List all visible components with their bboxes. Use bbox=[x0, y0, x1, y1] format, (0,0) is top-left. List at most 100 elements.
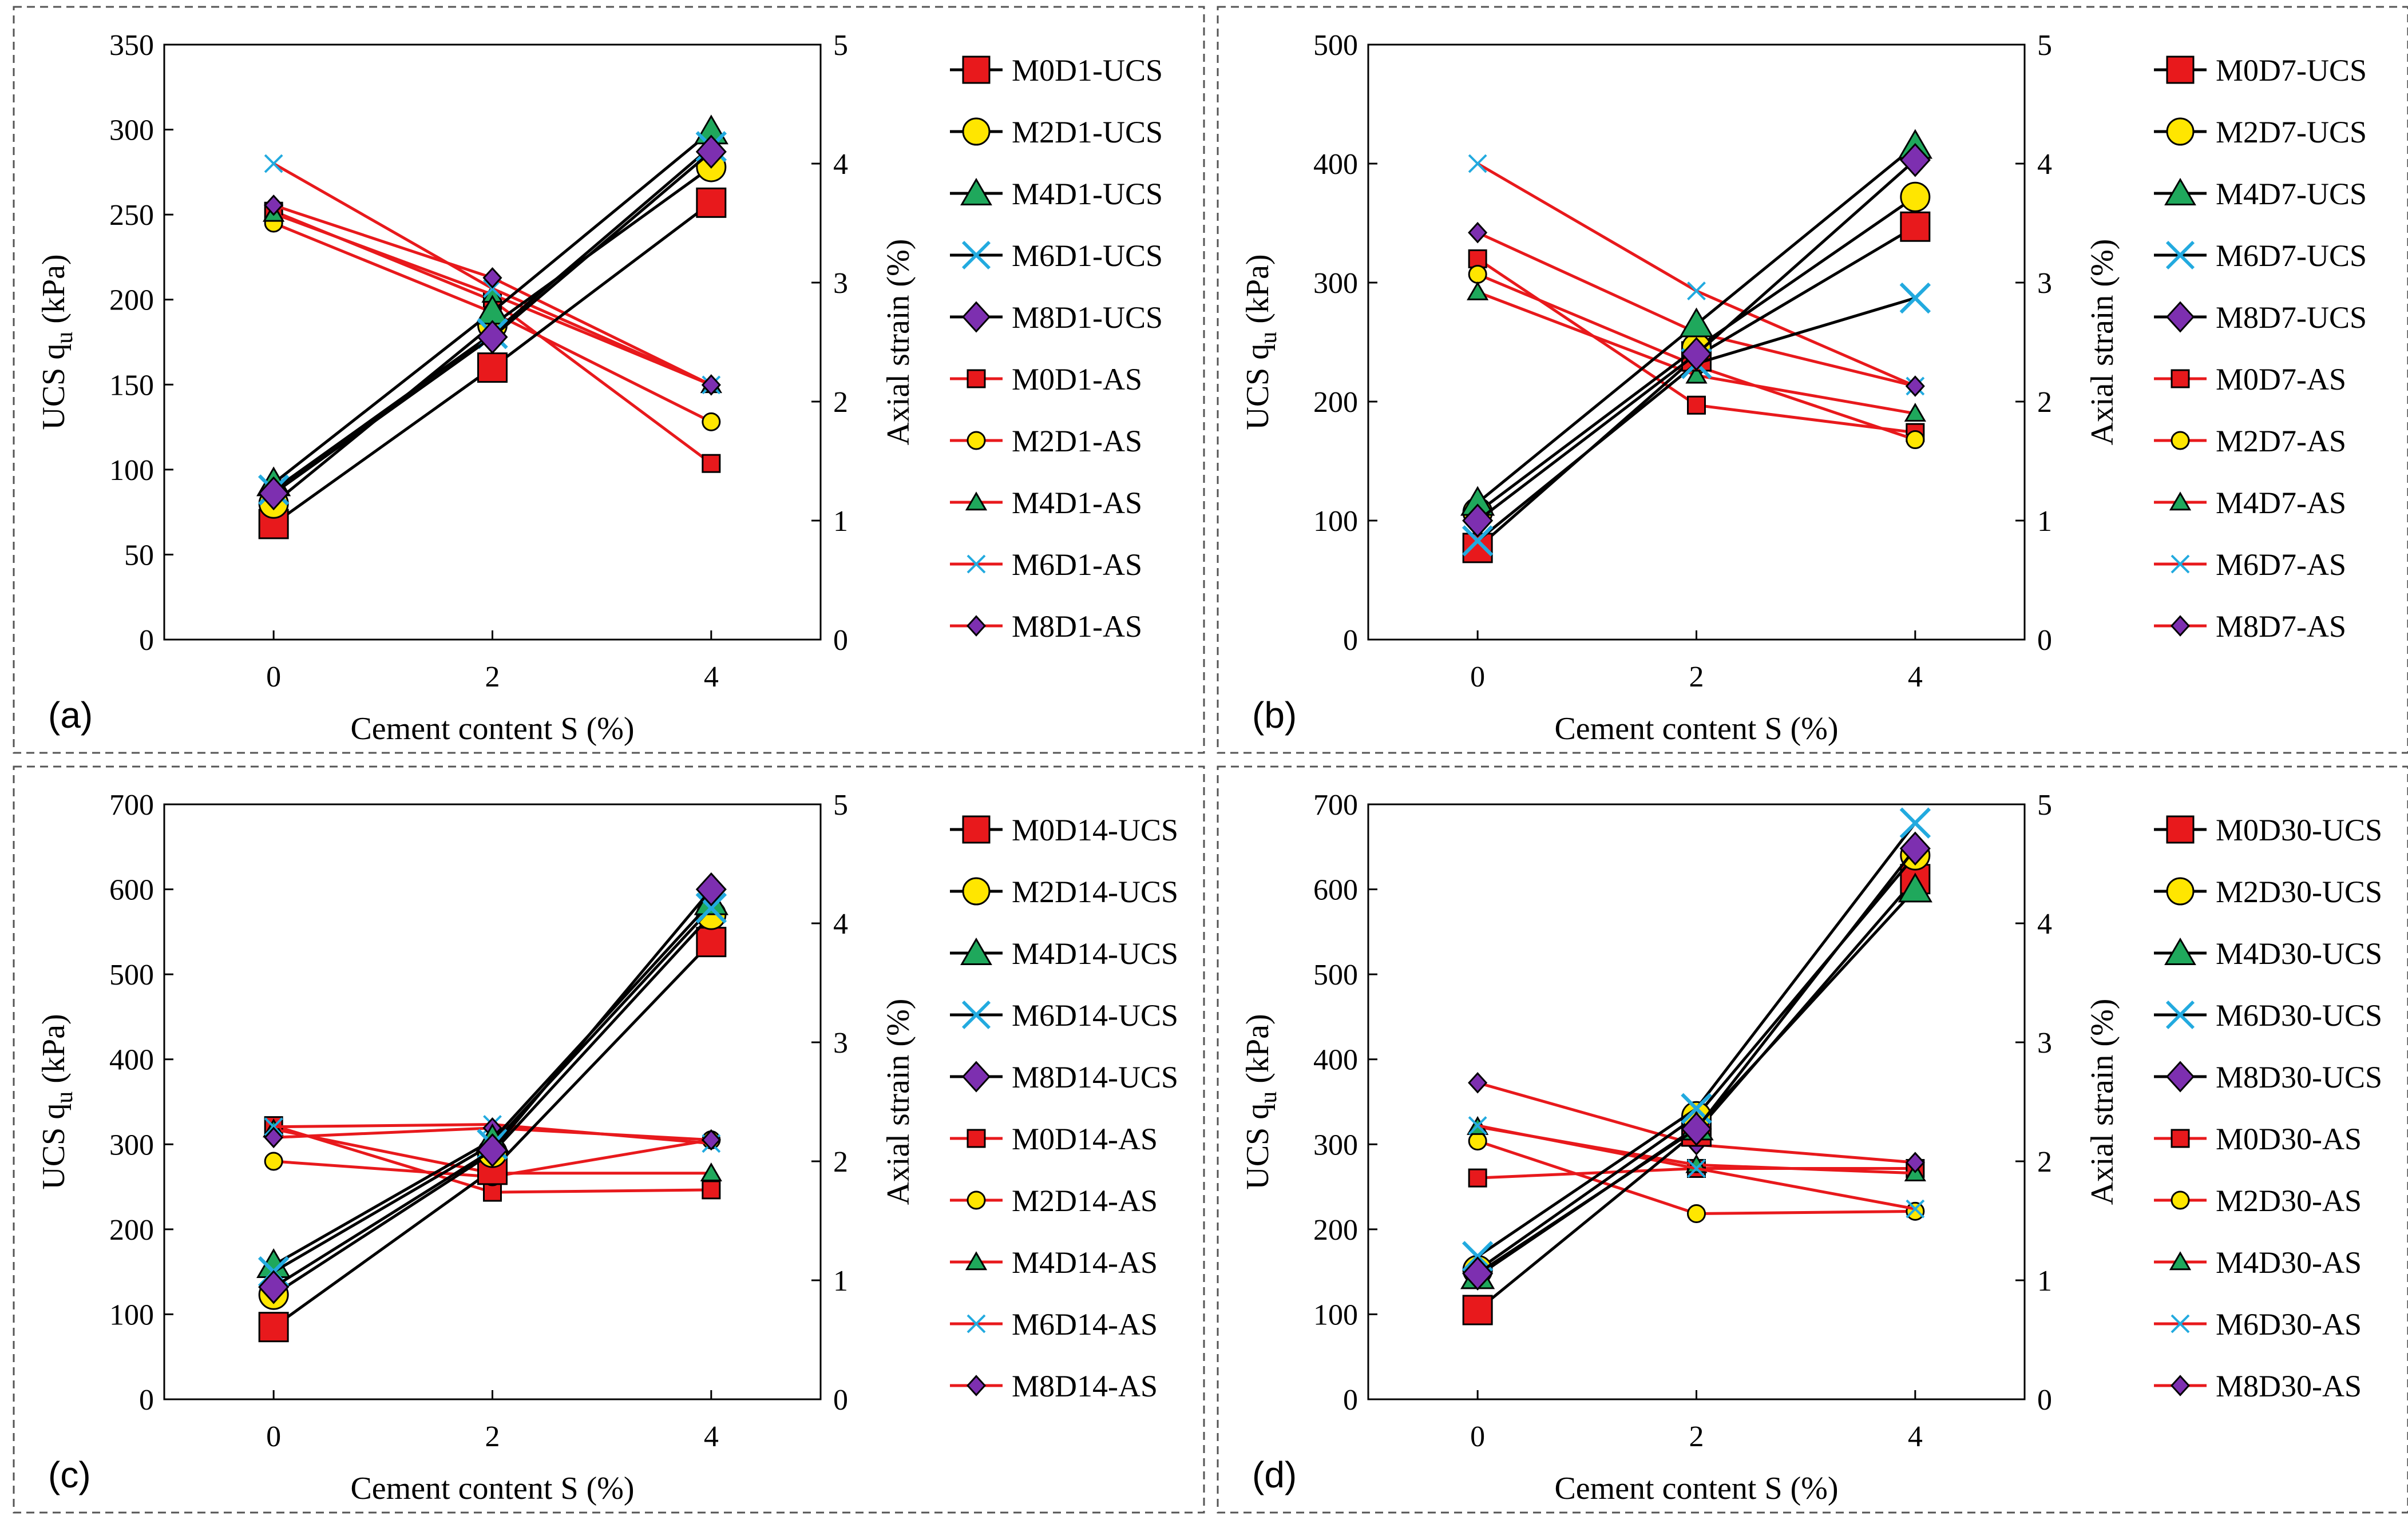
right-y-axis-title: Axial strain (%) bbox=[881, 239, 916, 446]
x-tick-label: 2 bbox=[485, 1420, 500, 1453]
panel-border bbox=[13, 765, 1205, 1514]
data-point-m0d1-as-4 bbox=[702, 454, 721, 473]
left-y-tick-label: 200 bbox=[1313, 386, 1358, 419]
legend-marker-m4d1-ucs bbox=[960, 177, 992, 206]
data-point-m8d14-ucs-2 bbox=[477, 1133, 508, 1168]
legend-label: M0D14-AS bbox=[1012, 1122, 1158, 1156]
legend-item-m2d1-as: M2D1-AS bbox=[950, 424, 1142, 458]
series-m6d7-as bbox=[1468, 154, 1925, 396]
legend-item-m6d7-ucs: M6D7-UCS bbox=[2154, 239, 2367, 273]
right-y-tick-label: 0 bbox=[833, 624, 848, 657]
legend-marker-m8d30-ucs bbox=[2165, 1061, 2195, 1093]
left-y-tick-label: 0 bbox=[1343, 624, 1358, 657]
data-point-m6d30-as-4 bbox=[1906, 1199, 1925, 1219]
data-point-m2d7-as-4 bbox=[1906, 430, 1925, 450]
legend-item-m4d7-ucs: M4D7-UCS bbox=[2154, 177, 2367, 211]
left-y-tick-label: 200 bbox=[109, 1214, 154, 1247]
legend-marker-m2d7-as bbox=[2171, 431, 2190, 450]
panel-label: (b) bbox=[1252, 694, 1297, 736]
legend-marker-m0d1-ucs bbox=[962, 55, 991, 84]
legend-marker-m2d1-ucs bbox=[962, 117, 991, 146]
series-m0d14-ucs bbox=[258, 927, 727, 1343]
x-tick-label: 0 bbox=[1470, 661, 1485, 693]
right-y-axis-title: Axial strain (%) bbox=[2085, 999, 2120, 1205]
legend-label: M8D30-UCS bbox=[2216, 1060, 2382, 1094]
left-y-tick-label: 350 bbox=[109, 29, 154, 62]
left-y-tick-label: 100 bbox=[109, 454, 154, 487]
legend-label: M2D7-AS bbox=[2216, 424, 2346, 458]
legend-label: M4D1-UCS bbox=[1012, 177, 1163, 211]
legend-label: M6D1-UCS bbox=[1012, 239, 1163, 273]
data-point-m0d30-ucs-0 bbox=[1462, 1295, 1493, 1325]
data-point-m2d7-ucs-4 bbox=[1900, 181, 1931, 212]
left-y-tick-label: 400 bbox=[1313, 148, 1358, 181]
legend-label: M0D30-UCS bbox=[2216, 813, 2382, 847]
legend: M0D1-UCS M2D1-UCS M4D1-UCS M6D1-UCS M8D1-UCS… bbox=[950, 53, 1163, 644]
data-point-m8d7-as-4 bbox=[1905, 375, 1925, 397]
legend-item-m4d14-ucs: M4D14-UCS bbox=[950, 936, 1178, 971]
legend-label: M0D7-UCS bbox=[2216, 53, 2367, 88]
legend-label: M2D7-UCS bbox=[2216, 115, 2367, 149]
legend-item-m0d14-as: M0D14-AS bbox=[950, 1122, 1158, 1156]
left-y-tick-label: 0 bbox=[139, 1384, 154, 1416]
legend-item-m0d30-ucs: M0D30-UCS bbox=[2154, 813, 2382, 847]
legend-item-m8d7-ucs: M8D7-UCS bbox=[2154, 300, 2367, 335]
series-m8d14-ucs bbox=[258, 872, 727, 1304]
right-y-tick-label: 3 bbox=[2037, 267, 2052, 300]
data-point-m4d7-as-2 bbox=[1685, 364, 1708, 384]
data-point-m8d7-ucs-4 bbox=[1899, 143, 1931, 177]
legend-label: M6D7-UCS bbox=[2216, 239, 2367, 273]
legend-label: M4D30-AS bbox=[2216, 1245, 2362, 1280]
legend-label: M2D14-UCS bbox=[1012, 875, 1178, 909]
data-point-m0d14-as-4 bbox=[702, 1180, 721, 1200]
panel-border bbox=[1217, 6, 2408, 754]
legend-item-m8d7-as: M8D7-AS bbox=[2154, 609, 2346, 644]
data-point-m8d30-ucs-2 bbox=[1681, 1112, 1712, 1146]
data-point-m2d14-as-0 bbox=[264, 1152, 283, 1171]
data-point-m6d30-as-0 bbox=[1468, 1116, 1487, 1136]
right-y-tick-label: 1 bbox=[2037, 505, 2052, 538]
legend-marker-m8d7-as bbox=[2170, 615, 2191, 637]
legend-marker-m4d14-ucs bbox=[960, 937, 992, 966]
data-point-m8d7-as-0 bbox=[1468, 221, 1488, 244]
x-axis-title: Cement content S (%) bbox=[350, 1471, 634, 1506]
left-y-tick-label: 100 bbox=[109, 1299, 154, 1331]
data-point-m4d7-ucs-2 bbox=[1679, 307, 1714, 338]
x-axis-title: Cement content S (%) bbox=[1554, 1471, 1838, 1506]
left-y-tick-label: 0 bbox=[1343, 1384, 1358, 1416]
data-point-m8d1-as-2 bbox=[482, 267, 502, 289]
legend: M0D7-UCS M2D7-UCS M4D7-UCS M6D7-UCS M8D7-UCS… bbox=[2154, 53, 2367, 644]
legend-item-m0d7-ucs: M0D7-UCS bbox=[2154, 53, 2367, 88]
right-y-tick-label: 3 bbox=[2037, 1027, 2052, 1059]
left-y-tick-label: 300 bbox=[1313, 267, 1358, 300]
legend-item-m6d1-as: M6D1-AS bbox=[950, 547, 1142, 582]
legend-marker-m0d30-as bbox=[2171, 1129, 2190, 1148]
x-tick-label: 4 bbox=[1908, 1420, 1923, 1453]
legend-label: M8D1-AS bbox=[1012, 609, 1142, 644]
legend-item-m0d14-ucs: M0D14-UCS bbox=[950, 813, 1178, 847]
right-y-tick-label: 5 bbox=[833, 789, 848, 821]
right-y-tick-label: 3 bbox=[833, 267, 848, 300]
data-point-m8d14-ucs-4 bbox=[695, 872, 727, 907]
legend-label: M6D14-UCS bbox=[1012, 998, 1178, 1033]
legend-marker-m4d30-as bbox=[2169, 1251, 2192, 1271]
data-point-m0d1-ucs-4 bbox=[696, 187, 727, 218]
legend: M0D30-UCS M2D30-UCS M4D30-UCS M6D30-UCS M8D3… bbox=[2154, 813, 2382, 1403]
data-point-m0d1-ucs-2 bbox=[477, 352, 508, 383]
legend-label: M6D30-UCS bbox=[2216, 998, 2382, 1033]
x-tick-label: 0 bbox=[266, 661, 281, 693]
left-y-tick-label: 300 bbox=[1313, 1129, 1358, 1161]
legend-marker-m0d14-as bbox=[967, 1129, 986, 1148]
legend-marker-m2d14-ucs bbox=[962, 877, 991, 906]
legend-item-m8d14-ucs: M8D14-UCS bbox=[950, 1060, 1178, 1094]
data-point-m4d30-ucs-4 bbox=[1898, 872, 1932, 903]
left-y-tick-label: 700 bbox=[109, 789, 154, 821]
legend-label: M2D1-AS bbox=[1012, 424, 1142, 458]
right-y-tick-label: 1 bbox=[833, 1265, 848, 1297]
data-point-m2d1-as-4 bbox=[702, 412, 721, 431]
data-point-m0d7-ucs-4 bbox=[1900, 211, 1931, 242]
x-tick-label: 0 bbox=[266, 1420, 281, 1453]
legend-marker-m2d14-as bbox=[967, 1190, 986, 1210]
data-point-m6d30-as-2 bbox=[1687, 1159, 1706, 1178]
